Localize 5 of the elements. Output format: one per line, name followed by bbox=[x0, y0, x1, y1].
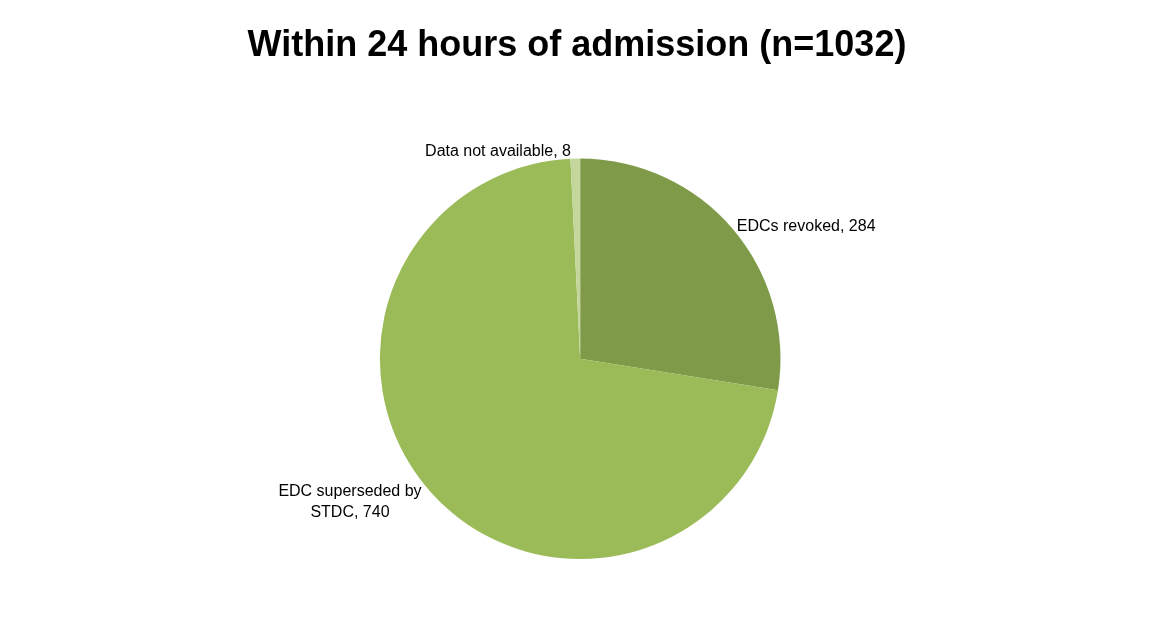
slice-label: EDC superseded by STDC, 740 bbox=[278, 481, 422, 520]
slice-label: Data not available, 8 bbox=[425, 141, 572, 159]
slice-label: EDCs revoked, 284 bbox=[736, 216, 876, 234]
chart-title: Within 24 hours of admission (n=1032) bbox=[247, 23, 907, 65]
pie-slice bbox=[580, 158, 781, 391]
